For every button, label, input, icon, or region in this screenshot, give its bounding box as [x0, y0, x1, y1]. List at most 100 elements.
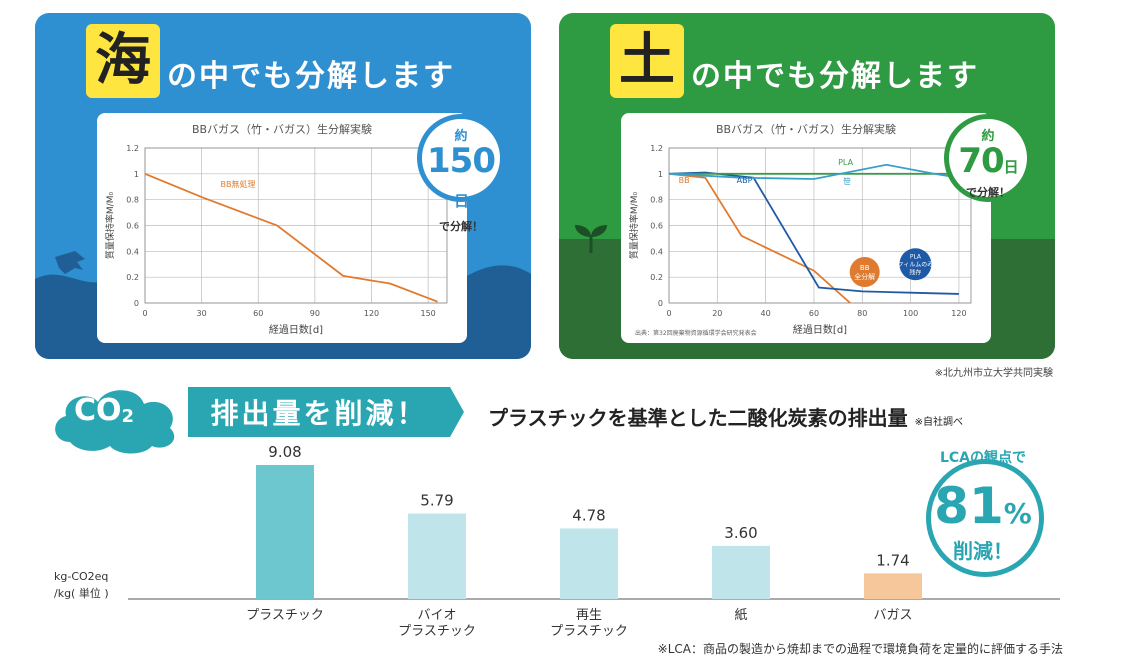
x-tick-label: 80: [857, 309, 867, 318]
y-tick-label: 1: [134, 170, 139, 179]
chart-title: BBバガス（竹・バガス）生分解実験: [716, 122, 896, 136]
callout-pla-text: PLA: [910, 253, 922, 260]
y-tick-label: 0.4: [650, 247, 663, 256]
bubble-bottom: で分解！: [439, 220, 483, 233]
bar-category-label: プラスチック: [398, 624, 476, 639]
x-tick-label: 100: [903, 309, 918, 318]
callout-pla-text: フィルムのみ: [898, 261, 934, 268]
bar: [408, 513, 466, 599]
y-tick-label: 1.2: [650, 144, 663, 153]
bar: [864, 573, 922, 599]
emission-title-note: ※自社調べ: [914, 417, 963, 428]
y-tick-label: 0.2: [126, 273, 139, 282]
series-label: PLA: [838, 158, 853, 167]
series-label: 笹: [843, 176, 851, 186]
x-tick-label: 0: [142, 309, 147, 318]
joint-experiment-note: ※北九州市立大学共同実験: [934, 368, 1053, 379]
bubble-number: 70: [958, 141, 1004, 181]
sprout-icon: [575, 225, 607, 253]
emission-title-text: プラスチックを基準とした二酸化炭素の排出量: [488, 406, 908, 430]
bar-category-label: プラスチック: [246, 608, 324, 623]
bubble-number: 150: [427, 141, 496, 181]
x-tick-label: 60: [253, 309, 263, 318]
bar: [256, 465, 314, 599]
y-tick-label: 0.8: [126, 196, 139, 205]
y-tick-label: 0.2: [650, 273, 663, 282]
y-tick-label: 1: [658, 170, 663, 179]
y-axis-label: 質量保持率M/M₀: [628, 192, 640, 260]
fish-icon: [55, 251, 85, 274]
co2-text: CO: [74, 393, 122, 428]
lca-line1: LCAの観点で: [939, 450, 1027, 466]
bar-value-label: 4.78: [572, 506, 605, 524]
sea-chart-card: BBバガス（竹・バガス）生分解実験 0 0.2 0.4 0.6 0.8 1 1.2 0 30 60 9…: [97, 113, 467, 343]
bar-unit-label-2: /kg( 単位 ): [54, 586, 109, 600]
bar-category-label: バイオ: [417, 608, 456, 623]
bubble-unit: 日: [1003, 158, 1019, 176]
bar-category-label: バガス: [873, 608, 912, 623]
soil-headline: の中でも分解します: [691, 59, 979, 94]
soil-days-bubble: 約 70日 で分解！: [944, 114, 1032, 202]
callout-pla-circle: [899, 248, 932, 281]
bar-category-label: プラスチック: [550, 624, 628, 639]
bar-unit-label-1: kg-CO2eq: [54, 570, 108, 583]
x-axis-label: 経過日数[d]: [269, 323, 323, 336]
bar-category-label: 紙: [734, 608, 747, 623]
x-tick-label: 60: [809, 309, 819, 318]
lca-footnote: ※LCA：商品の製造から焼却までの過程で環境負荷を定量的に評価する手法: [657, 642, 1063, 656]
lca-ring: [926, 459, 1044, 577]
chart-title: BBバガス（竹・バガス）生分解実験: [192, 122, 372, 136]
co2-cloud-badge: [55, 390, 175, 454]
bubble-top: 約: [981, 129, 995, 144]
sea-panel: 海 の中でも分解します BBバガス（竹・バガス）生分解実験 0 0.2 0.4 0.6 0…: [35, 13, 531, 359]
bar-value-label: 1.74: [876, 551, 909, 569]
soil-highlight-char: 土: [610, 24, 684, 98]
x-tick-label: 30: [197, 309, 207, 318]
y-tick-label: 0: [134, 299, 139, 308]
lca-percent: %: [1003, 497, 1032, 530]
callout-bb-circle: [849, 257, 880, 287]
sea-degradation-chart: BBバガス（竹・バガス）生分解実験 0 0.2 0.4 0.6 0.8 1 1.2 0 30 60 9…: [104, 122, 448, 336]
bar-value-label: 9.08: [268, 443, 301, 461]
callout-bb-text: 全分解: [854, 272, 875, 281]
bubble-unit: 日: [453, 192, 469, 210]
y-tick-label: 0.8: [650, 196, 663, 205]
x-tick-label: 20: [712, 309, 722, 318]
plot-frame: [144, 147, 448, 304]
y-tick-label: 1.2: [126, 144, 139, 153]
co2-subscript: 2: [121, 406, 135, 427]
x-tick-label: 120: [364, 309, 379, 318]
bar-value-label: 5.79: [420, 492, 453, 510]
bar-category-label: 再生: [576, 608, 602, 623]
bar: [712, 545, 770, 599]
x-tick-label: 40: [761, 309, 771, 318]
x-tick-label: 150: [420, 309, 435, 318]
sea-highlight-char: 海: [86, 24, 160, 98]
x-tick-label: 0: [666, 309, 671, 318]
lca-number: 81: [934, 477, 1004, 535]
lca-badge: LCAの観点で 81% 削減！: [920, 445, 1046, 585]
series-line-笹: [668, 163, 960, 180]
x-tick-label: 120: [951, 309, 966, 318]
emission-chart-title: プラスチックを基準とした二酸化炭素の排出量 ※自社調べ: [488, 402, 963, 431]
reduce-banner: 排出量を削減！: [188, 387, 464, 437]
soil-degradation-chart: BBバガス（竹・バガス）生分解実験 0 0.2 0.4 0.6 0.8 1 1.2 0 20 40 6…: [628, 122, 972, 337]
series-line-BB無処理: [144, 173, 438, 303]
soil-chart-card: BBバガス（竹・バガス）生分解実験 0 0.2 0.4 0.6 0.8 1 1.2 0 20 40 6…: [621, 113, 991, 343]
y-axis-label: 質量保持率M/M₀: [104, 192, 116, 260]
callout-pla-text: 残存: [909, 268, 921, 276]
y-tick-label: 0.4: [126, 247, 139, 256]
lca-value: 81%: [920, 481, 1046, 539]
sea-days-bubble: 約 150 日 で分解！: [417, 114, 505, 233]
lca-line3: 削減！: [953, 539, 1013, 563]
x-tick-label: 90: [310, 309, 320, 318]
bar-value-label: 3.60: [724, 524, 757, 542]
series-label: ABP: [737, 176, 753, 185]
y-tick-label: 0.6: [650, 222, 663, 231]
series-label: BB無処理: [221, 179, 256, 189]
y-tick-label: 0: [658, 299, 663, 308]
x-axis-label: 経過日数[d]: [793, 323, 847, 336]
bubble-bottom: で分解！: [966, 186, 1010, 199]
source-note: 出典：第32回廃棄物資源循環学会研究発表会: [635, 329, 757, 337]
sea-headline: の中でも分解します: [167, 59, 455, 94]
